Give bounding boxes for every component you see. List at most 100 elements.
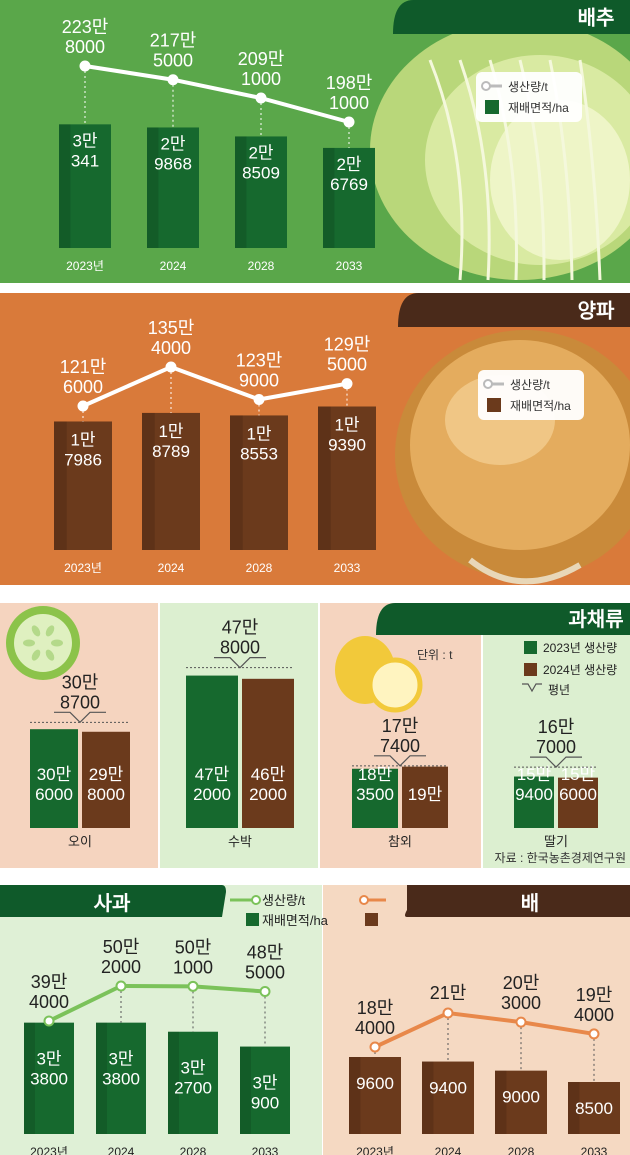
cabbage-bar-label-3-line-1: 6769 (330, 175, 368, 194)
onion-bar-label-3-line-0: 1만 (334, 416, 359, 435)
fruit-legend-apple-line-marker (251, 895, 261, 905)
apple-line-label-3-line-0: 48만 (247, 943, 284, 963)
cabbage-bar-label-3-line-0: 2만 (336, 155, 361, 174)
onion-point-1 (165, 361, 177, 373)
cabbage-bar-label-0-line-0: 3만 (72, 131, 97, 150)
pear-title: 배 (521, 892, 539, 915)
fruit-veg-2023-label-0-line-1: 6000 (35, 785, 73, 804)
onion-legend-bar-label: 재배면적/ha (510, 399, 571, 413)
apple-line-label-3-line-1: 5000 (245, 963, 285, 983)
onion-category-3: 2033 (334, 561, 361, 575)
onion-line-label-1-line-1: 4000 (151, 338, 191, 358)
fruit-veg-average-marker-1 (214, 657, 266, 669)
fruit-veg-average-marker-2 (374, 755, 426, 767)
fruit-veg-panel: 30만600029만800030만8700오이47만200046만200047만… (0, 603, 630, 868)
cabbage-legend-box (476, 72, 582, 122)
pear-point-3 (588, 1028, 600, 1040)
fruit-veg-2024-label-0-line-0: 29만 (89, 765, 124, 784)
cabbage-bar-shade-1 (147, 127, 159, 248)
fruit-legend-pear-bar-swatch (365, 913, 378, 926)
cucumber-seed-3 (23, 639, 35, 647)
fruit-veg-tab (376, 603, 630, 635)
cabbage-point-1 (167, 74, 179, 86)
pear-production-line (374, 1010, 595, 1049)
cabbage-line-label-0-line-1: 8000 (65, 37, 105, 57)
fruit-veg-2023-label-3-line-1: 9400 (515, 785, 553, 804)
apple-bar-3 (240, 1046, 290, 1134)
apple-bar-label-1-line-0: 3만 (108, 1050, 133, 1069)
pear-line-label-3-line-1: 4000 (574, 1005, 614, 1025)
cabbage-line-label-2-line-0: 209만 (238, 49, 285, 69)
cabbage-line-label-3-line-1: 1000 (329, 93, 369, 113)
cabbage-vein-5 (578, 59, 602, 281)
onion-line-label-2-line-0: 123만 (236, 351, 283, 371)
cabbage-tab (393, 0, 630, 34)
apple-point-1 (115, 980, 127, 992)
apple-bar-shade-3 (240, 1046, 251, 1134)
apple-line-label-0-line-1: 4000 (29, 992, 69, 1012)
fruit-veg-category-3: 딸기 (544, 834, 568, 849)
onion-bar-label-3-line-1: 9390 (328, 436, 366, 455)
pear-bar-label-1-line-0: 9400 (429, 1079, 467, 1098)
pear-line-label-3-line-0: 19만 (576, 985, 613, 1005)
fruit-veg-2024-label-1-line-1: 2000 (249, 785, 287, 804)
apple-line-label-2-line-1: 1000 (173, 957, 213, 977)
fruit-veg-bar-2024-2 (402, 766, 448, 828)
fruit-legend-line-label: 생산량/t (262, 893, 305, 908)
fruit-veg-bar-2023-3 (514, 776, 554, 828)
cabbage-category-0: 2023년 (66, 259, 104, 273)
onion-bar-shade-3 (318, 406, 331, 550)
pear-panel: 96002023년94002024900020288500203318만4000… (323, 885, 630, 1155)
onion-legend-box (478, 370, 584, 420)
apple-tab (0, 885, 226, 917)
apple-bar-1 (96, 1022, 146, 1134)
pear-tab (405, 885, 630, 917)
apple-line-label-1-line-0: 50만 (103, 937, 140, 957)
fruit-legend-apple-bar-swatch (246, 913, 259, 926)
fruit-veg-2024-label-2-line-0: 19만 (408, 785, 443, 804)
apple-panel: 3만38002023년3만380020243만270020283만9002033… (0, 885, 322, 1155)
cabbage-vein-0 (428, 59, 464, 281)
onion-bar-shade-2 (230, 415, 243, 550)
apple-bar-label-0-line-0: 3만 (36, 1050, 61, 1069)
fruit-veg-average-label-3-line-1: 7000 (536, 737, 576, 757)
fruit-veg-bar-2024-0 (82, 731, 130, 828)
apple-bar-2 (168, 1031, 218, 1134)
onion-line-label-3-line-1: 5000 (327, 355, 367, 375)
onion-line-label-0-line-0: 121만 (60, 357, 107, 377)
apple-title: 사과 (94, 892, 131, 915)
onion-panel: 1만79862023년1만878920241만855320281만9390203… (0, 293, 630, 585)
onion-title: 양파 (578, 299, 615, 322)
fruit-veg-title: 과채류 (568, 608, 623, 631)
onion-roots (468, 557, 582, 585)
apple-bar-shade-0 (24, 1022, 35, 1134)
fruit-veg-2023-label-1-line-1: 2000 (193, 785, 231, 804)
pear-line-label-2-line-1: 3000 (501, 993, 541, 1013)
pear-category-3: 2033 (581, 1145, 608, 1155)
cabbage-bar-2 (235, 136, 287, 248)
cabbage-line-label-1-line-1: 5000 (153, 51, 193, 71)
onion-point-0 (77, 400, 89, 412)
cabbage-category-2: 2028 (248, 259, 275, 273)
fruit-veg-category-2: 참외 (388, 834, 412, 849)
pear-bar-0 (349, 1057, 401, 1134)
cabbage-bar-label-0-line-1: 341 (71, 151, 99, 170)
pear-point-1 (442, 1007, 454, 1019)
cabbage-legend-bar-label: 재배면적/ha (508, 101, 569, 115)
cabbage-line-label-3-line-0: 198만 (326, 73, 373, 93)
onion-legend-line-marker (483, 379, 493, 389)
pear-bar-shade-2 (495, 1070, 507, 1134)
pear-point-0 (369, 1041, 381, 1053)
fruit-veg-source: 자료 : 한국농촌경제연구원 (495, 851, 626, 865)
cucumber-seed-4 (31, 625, 41, 637)
cabbage-production-line (84, 64, 350, 124)
apple-bar-label-1-line-1: 3800 (102, 1070, 140, 1089)
fruit-veg-category-1: 수박 (228, 834, 252, 849)
cabbage-line-label-0-line-0: 223만 (62, 17, 109, 37)
onion-production-line (82, 364, 348, 408)
pear-category-0: 2023년 (356, 1145, 394, 1155)
fruit-veg-bar-2023-2 (352, 768, 398, 828)
fruit-veg-2023-label-2-line-0: 18만 (358, 765, 393, 784)
fruit-legend-bar-label: 재배면적/ha (262, 913, 329, 928)
onion-line-label-2-line-1: 9000 (239, 371, 279, 391)
